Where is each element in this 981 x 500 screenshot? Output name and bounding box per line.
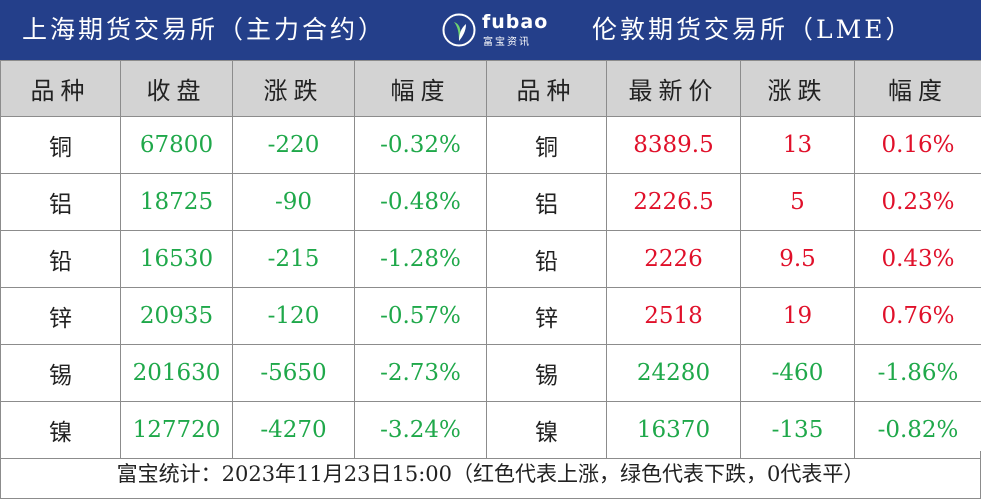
lme-change-percent: 0.43% bbox=[854, 230, 981, 288]
lme-latest-price: 8389.5 bbox=[606, 116, 741, 174]
shfe-close-price: 20935 bbox=[120, 287, 233, 345]
table-row: 锌 20935 -120 -0.57% 锌 2518 19 0.76% bbox=[0, 287, 981, 345]
footer-note: 富宝统计：2023年11月23日15:00（红色代表上涨，绿色代表下跌，0代表平… bbox=[0, 451, 981, 499]
lme-change: 5 bbox=[740, 173, 855, 231]
column-header-row: 品种 收盘 涨跌 幅度 品种 最新价 涨跌 幅度 bbox=[0, 60, 981, 117]
table-row: 镍 127720 -4270 -3.24% 镍 16370 -135 -0.82… bbox=[0, 401, 981, 459]
shfe-metal-name: 铅 bbox=[0, 230, 121, 288]
shfe-change-percent: -0.32% bbox=[354, 116, 487, 174]
lme-latest-price: 2518 bbox=[606, 287, 741, 345]
lme-metal-name: 镍 bbox=[486, 401, 607, 459]
table-row: 铅 16530 -215 -1.28% 铅 2226 9.5 0.43% bbox=[0, 230, 981, 288]
shfe-change-percent: -1.28% bbox=[354, 230, 487, 288]
shfe-change-percent: -3.24% bbox=[354, 401, 487, 459]
lme-metal-name: 锡 bbox=[486, 344, 607, 402]
column-header: 品种 bbox=[0, 60, 121, 117]
lme-change: 9.5 bbox=[740, 230, 855, 288]
shfe-change: -4270 bbox=[232, 401, 355, 459]
lme-change: 13 bbox=[740, 116, 855, 174]
shfe-metal-name: 镍 bbox=[0, 401, 121, 459]
shfe-close-price: 16530 bbox=[120, 230, 233, 288]
column-header: 涨跌 bbox=[232, 60, 355, 117]
shfe-metal-name: 铝 bbox=[0, 173, 121, 231]
shfe-change: -120 bbox=[232, 287, 355, 345]
shfe-change-percent: -0.57% bbox=[354, 287, 487, 345]
lme-change-percent: 0.76% bbox=[854, 287, 981, 345]
logo-wordmark: fubao bbox=[482, 11, 549, 33]
sprout-leaf-icon bbox=[442, 13, 476, 47]
lme-metal-name: 铝 bbox=[486, 173, 607, 231]
shfe-metal-name: 锡 bbox=[0, 344, 121, 402]
table-row: 铜 67800 -220 -0.32% 铜 8389.5 13 0.16% bbox=[0, 116, 981, 174]
shfe-change: -220 bbox=[232, 116, 355, 174]
lme-latest-price: 2226 bbox=[606, 230, 741, 288]
shfe-change: -90 bbox=[232, 173, 355, 231]
lme-change: 19 bbox=[740, 287, 855, 345]
lme-change: -460 bbox=[740, 344, 855, 402]
lme-latest-price: 24280 bbox=[606, 344, 741, 402]
column-header: 收盘 bbox=[120, 60, 233, 117]
column-header: 最新价 bbox=[606, 60, 741, 117]
shfe-change-percent: -2.73% bbox=[354, 344, 487, 402]
shfe-metal-name: 锌 bbox=[0, 287, 121, 345]
shfe-change: -215 bbox=[232, 230, 355, 288]
shfe-change-percent: -0.48% bbox=[354, 173, 487, 231]
column-header: 品种 bbox=[486, 60, 607, 117]
lme-metal-name: 铜 bbox=[486, 116, 607, 174]
column-header: 幅度 bbox=[354, 60, 487, 117]
column-header: 涨跌 bbox=[740, 60, 855, 117]
shfe-close-price: 67800 bbox=[120, 116, 233, 174]
shfe-title: 上海期货交易所（主力合约） bbox=[22, 15, 387, 44]
table-row: 锡 201630 -5650 -2.73% 锡 24280 -460 -1.86… bbox=[0, 344, 981, 402]
lme-latest-price: 2226.5 bbox=[606, 173, 741, 231]
lme-change-percent: -1.86% bbox=[854, 344, 981, 402]
lme-change: -135 bbox=[740, 401, 855, 459]
shfe-close-price: 201630 bbox=[120, 344, 233, 402]
lme-metal-name: 铅 bbox=[486, 230, 607, 288]
table-row: 铝 18725 -90 -0.48% 铝 2226.5 5 0.23% bbox=[0, 173, 981, 231]
title-bar: 上海期货交易所（主力合约） fubao 富宝资讯 伦敦期货交易所（LME） bbox=[0, 0, 981, 60]
shfe-close-price: 127720 bbox=[120, 401, 233, 459]
lme-change-percent: 0.16% bbox=[854, 116, 981, 174]
logo-subtitle: 富宝资讯 bbox=[483, 37, 531, 48]
lme-metal-name: 锌 bbox=[486, 287, 607, 345]
price-table: 品种 收盘 涨跌 幅度 品种 最新价 涨跌 幅度 铜 67800 -220 -0… bbox=[0, 60, 981, 459]
column-header: 幅度 bbox=[854, 60, 981, 117]
shfe-close-price: 18725 bbox=[120, 173, 233, 231]
shfe-metal-name: 铜 bbox=[0, 116, 121, 174]
lme-change-percent: -0.82% bbox=[854, 401, 981, 459]
lme-latest-price: 16370 bbox=[606, 401, 741, 459]
lme-title: 伦敦期货交易所（LME） bbox=[592, 15, 914, 44]
shfe-change: -5650 bbox=[232, 344, 355, 402]
fubao-logo: fubao 富宝资讯 bbox=[442, 9, 547, 51]
lme-change-percent: 0.23% bbox=[854, 173, 981, 231]
